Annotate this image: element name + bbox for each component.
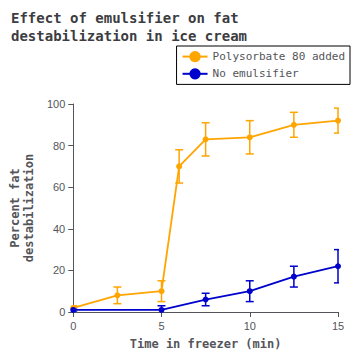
svg-text:destabilization: destabilization xyxy=(22,154,36,262)
svg-text:0: 0 xyxy=(59,306,65,318)
svg-text:60: 60 xyxy=(53,181,65,193)
svg-text:40: 40 xyxy=(53,223,65,235)
svg-text:5: 5 xyxy=(158,320,164,332)
svg-text:Effect of emulsifier on fat: Effect of emulsifier on fat xyxy=(11,10,239,26)
svg-text:15: 15 xyxy=(332,320,344,332)
svg-text:0: 0 xyxy=(70,320,76,332)
svg-text:80: 80 xyxy=(53,140,65,152)
svg-text:10: 10 xyxy=(244,320,256,332)
svg-text:Time in freezer (min): Time in freezer (min) xyxy=(130,337,282,351)
svg-text:destabilization in ice cream: destabilization in ice cream xyxy=(11,28,247,44)
svg-text:100: 100 xyxy=(47,98,65,110)
svg-text:20: 20 xyxy=(53,264,65,276)
svg-text:Polysorbate 80 added: Polysorbate 80 added xyxy=(213,50,345,63)
svg-text:Percent fat: Percent fat xyxy=(8,168,22,247)
svg-text:No emulsifier: No emulsifier xyxy=(213,67,299,80)
